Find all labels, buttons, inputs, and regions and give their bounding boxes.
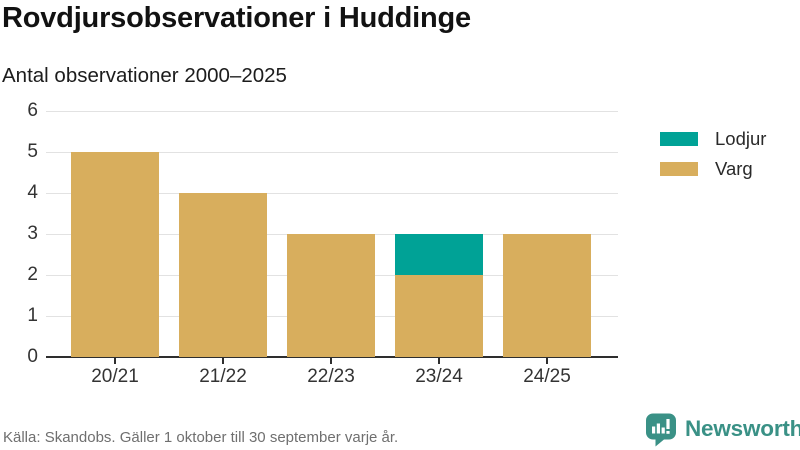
- bar-varg-20-21: [71, 152, 159, 357]
- x-tick-mark-20-21: [114, 357, 116, 364]
- y-tick-label-4: 4: [27, 182, 38, 203]
- gridline-y6: [46, 111, 618, 112]
- x-tick-label-21-22: 21/22: [199, 366, 247, 387]
- y-tick-label-1: 1: [27, 305, 38, 326]
- bar-varg-22-23: [287, 234, 375, 357]
- x-tick-label-20-21: 20/21: [91, 366, 139, 387]
- x-tick-mark-21-22: [222, 357, 224, 364]
- newsworthy-logo-icon: [646, 413, 676, 447]
- gridline-y5: [46, 152, 618, 153]
- bar-lodjur-23-24: [395, 234, 483, 275]
- legend-swatch-varg: [660, 161, 698, 176]
- legend-label-lodjur: Lodjur: [715, 128, 767, 149]
- chart-title: Rovdjursobservationer i Huddinge: [2, 2, 471, 34]
- x-tick-mark-23-24: [438, 357, 440, 364]
- source-note: Källa: Skandobs. Gäller 1 oktober till 3…: [3, 429, 399, 446]
- y-tick-label-3: 3: [27, 223, 38, 244]
- y-tick-label-0: 0: [27, 346, 38, 367]
- chart-subtitle: Antal observationer 2000–2025: [2, 64, 287, 87]
- x-tick-label-22-23: 22/23: [307, 366, 355, 387]
- legend: Lodjur Varg: [660, 128, 767, 189]
- bar-varg-23-24: [395, 275, 483, 357]
- gridline-y4: [46, 193, 618, 194]
- plot-area: [46, 111, 618, 358]
- bar-varg-21-22: [179, 193, 267, 357]
- legend-item-lodjur: Lodjur: [660, 128, 767, 149]
- x-tick-label-23-24: 23/24: [415, 366, 463, 387]
- bar-varg-24-25: [503, 234, 591, 357]
- x-tick-mark-24-25: [546, 357, 548, 364]
- y-tick-label-2: 2: [27, 264, 38, 285]
- legend-item-varg: Varg: [660, 157, 766, 179]
- newsworthy-wordmark: Newsworthy: [685, 416, 800, 441]
- legend-swatch-lodjur: [660, 132, 698, 147]
- y-tick-label-6: 6: [27, 100, 38, 121]
- legend-label-varg: Varg: [715, 157, 753, 179]
- newsworthy-logo: Newsworthy: [644, 412, 800, 447]
- x-tick-mark-22-23: [330, 357, 332, 364]
- y-tick-label-5: 5: [27, 141, 38, 162]
- x-tick-label-24-25: 24/25: [523, 366, 571, 387]
